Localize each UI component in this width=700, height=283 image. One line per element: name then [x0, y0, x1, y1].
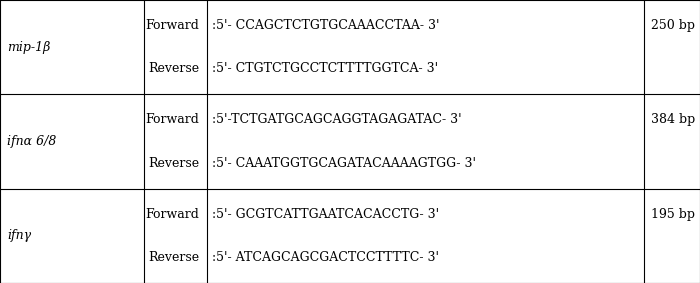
Text: Forward: Forward	[146, 19, 200, 32]
Text: Forward: Forward	[146, 208, 200, 221]
Text: 384 bp: 384 bp	[651, 113, 695, 126]
Text: ifnγ: ifnγ	[7, 229, 31, 242]
Text: :5'- ATCAGCAGCGACTCCTTTTC- 3': :5'- ATCAGCAGCGACTCCTTTTC- 3'	[212, 251, 439, 264]
Text: :5'- GCGTCATTGAATCACACCTG- 3': :5'- GCGTCATTGAATCACACCTG- 3'	[212, 208, 439, 221]
Text: ifnα 6/8: ifnα 6/8	[7, 135, 57, 148]
Text: mip-1β: mip-1β	[7, 41, 50, 54]
Text: 250 bp: 250 bp	[651, 19, 695, 32]
Text: 195 bp: 195 bp	[651, 208, 695, 221]
Text: Reverse: Reverse	[148, 251, 200, 264]
Text: Reverse: Reverse	[148, 157, 200, 170]
Text: Forward: Forward	[146, 113, 200, 126]
Text: :5'- CTGTCTGCCTCTTTTGGTCA- 3': :5'- CTGTCTGCCTCTTTTGGTCA- 3'	[212, 62, 438, 75]
Text: Reverse: Reverse	[148, 62, 200, 75]
Text: :5'-TCTGATGCAGCAGGTAGAGATAC- 3': :5'-TCTGATGCAGCAGGTAGAGATAC- 3'	[212, 113, 462, 126]
Text: :5'- CCAGCTCTGTGCAAACCTAA- 3': :5'- CCAGCTCTGTGCAAACCTAA- 3'	[212, 19, 440, 32]
Text: :5'- CAAATGGTGCAGATACAAAAGTGG- 3': :5'- CAAATGGTGCAGATACAAAAGTGG- 3'	[212, 157, 476, 170]
